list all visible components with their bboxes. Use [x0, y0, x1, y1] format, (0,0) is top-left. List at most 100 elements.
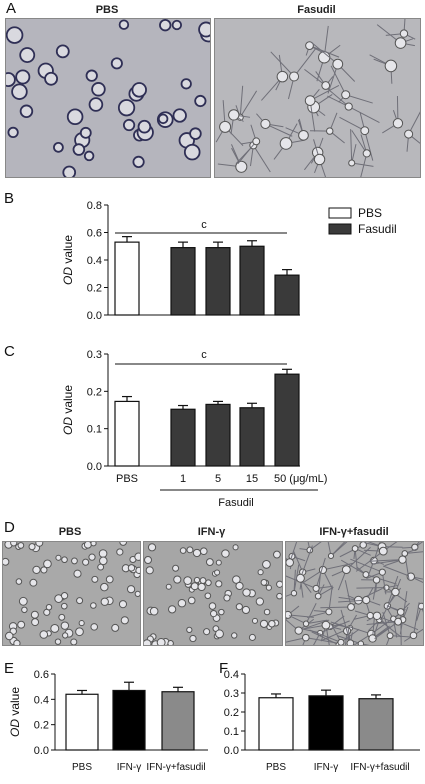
y-tick-label: 0.2	[34, 720, 49, 732]
cell	[372, 611, 382, 621]
y-axis-label: OD value	[61, 235, 75, 285]
cell	[189, 634, 197, 643]
cell	[344, 102, 353, 111]
cell-process	[313, 632, 321, 645]
cell	[127, 564, 136, 572]
cell-process	[381, 591, 396, 619]
significance-label: c	[201, 349, 207, 361]
cell	[294, 626, 303, 635]
x-tick-label: IFN-γ+fasudil	[350, 762, 409, 773]
cell-process	[293, 48, 316, 77]
cell	[209, 609, 218, 618]
cell-process	[302, 637, 307, 645]
cell	[346, 639, 355, 645]
cell	[401, 550, 409, 557]
panel-a-letter: A	[6, 0, 17, 17]
cell-process	[367, 542, 383, 548]
cell	[260, 118, 271, 129]
cell	[241, 605, 251, 615]
micrograph-label-d-pbs: PBS	[58, 526, 82, 538]
cell-process	[293, 564, 300, 594]
cell	[219, 120, 232, 133]
cell	[255, 597, 264, 606]
cell	[235, 581, 244, 591]
cell	[326, 127, 334, 135]
micrograph-d-ifn	[143, 541, 283, 646]
cell	[88, 97, 104, 112]
cell	[7, 126, 19, 139]
cell-process	[309, 629, 342, 643]
micrograph-d-ifn-fasudil	[285, 541, 424, 646]
y-tick-label: 0.0	[34, 745, 49, 757]
cell	[194, 94, 207, 108]
cell	[332, 58, 344, 70]
cell	[183, 576, 192, 585]
y-tick-label: 0.4	[34, 694, 49, 706]
panel-d-letter: D	[4, 519, 15, 536]
micrograph-label-fasudil: Fasudil	[297, 4, 336, 16]
y-tick-label: 0.2	[224, 707, 239, 719]
cell	[409, 631, 418, 640]
cell	[208, 602, 217, 610]
cell	[32, 565, 41, 575]
cell-process	[413, 602, 420, 636]
cell	[159, 19, 172, 32]
panel-b-letter: B	[4, 190, 15, 207]
cell	[351, 545, 359, 552]
cell-process	[339, 116, 366, 132]
chart-f: 0.0 0.1 0.2 0.3 0.4 PBS IFN-γ IFN-γ+fasudil	[224, 669, 420, 773]
cell	[105, 575, 114, 584]
cell	[398, 555, 407, 564]
cell	[126, 585, 136, 594]
cell	[11, 83, 28, 100]
cell-process	[307, 542, 311, 551]
cell	[386, 632, 394, 640]
x-tick-label: IFN-γ	[117, 762, 141, 773]
cell	[144, 556, 152, 564]
cell-process	[320, 606, 352, 609]
cell-process	[286, 592, 295, 597]
cell	[273, 550, 281, 559]
panel-f-letter: F	[219, 660, 229, 677]
cell	[31, 618, 40, 627]
bar	[114, 241, 140, 316]
cell	[215, 559, 222, 566]
cell-process	[364, 130, 374, 161]
cell	[199, 547, 208, 556]
cell	[70, 638, 78, 645]
cell	[17, 620, 26, 629]
cell	[73, 569, 82, 578]
cell-process	[309, 85, 340, 102]
cell-process	[252, 145, 271, 173]
cell	[144, 639, 152, 645]
y-tick-label: 0.0	[224, 745, 239, 757]
cell	[177, 598, 187, 608]
cells-image-d-ifn-fasudil	[286, 542, 423, 645]
cell	[399, 29, 409, 38]
cell	[313, 153, 326, 166]
cell-process	[317, 574, 321, 597]
cell-process	[239, 90, 258, 118]
cell-process	[350, 129, 353, 164]
cell-process	[305, 619, 328, 625]
cell	[15, 578, 23, 585]
cell-process	[305, 603, 317, 624]
cell-process	[322, 562, 354, 571]
cell-process	[381, 572, 387, 595]
cell	[348, 159, 356, 167]
cell	[118, 19, 130, 30]
chart-e: 0.0 0.2 0.4 0.6 OD value PBS IFN-γ IFN-γ+fasudi…	[8, 669, 208, 773]
cell	[60, 621, 70, 630]
cell	[252, 137, 261, 146]
cell-process	[368, 559, 403, 562]
cell	[172, 108, 187, 123]
y-axis-label: OD value	[61, 385, 75, 435]
cell	[62, 632, 69, 639]
cell	[394, 617, 403, 626]
cell	[394, 37, 407, 49]
micrograph-fasudil-a	[214, 18, 421, 178]
y-tick-label: 0.1	[224, 726, 239, 738]
legend-swatch-pbs	[328, 207, 352, 219]
cell	[378, 568, 386, 576]
cell	[279, 137, 293, 150]
